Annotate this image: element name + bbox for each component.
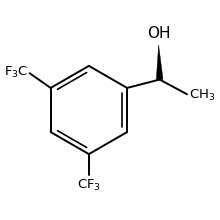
Text: OH: OH — [147, 26, 170, 41]
Text: F$_3$C: F$_3$C — [4, 65, 29, 80]
Text: CF$_3$: CF$_3$ — [77, 178, 101, 193]
Text: CH$_3$: CH$_3$ — [189, 88, 216, 103]
Polygon shape — [156, 45, 163, 80]
